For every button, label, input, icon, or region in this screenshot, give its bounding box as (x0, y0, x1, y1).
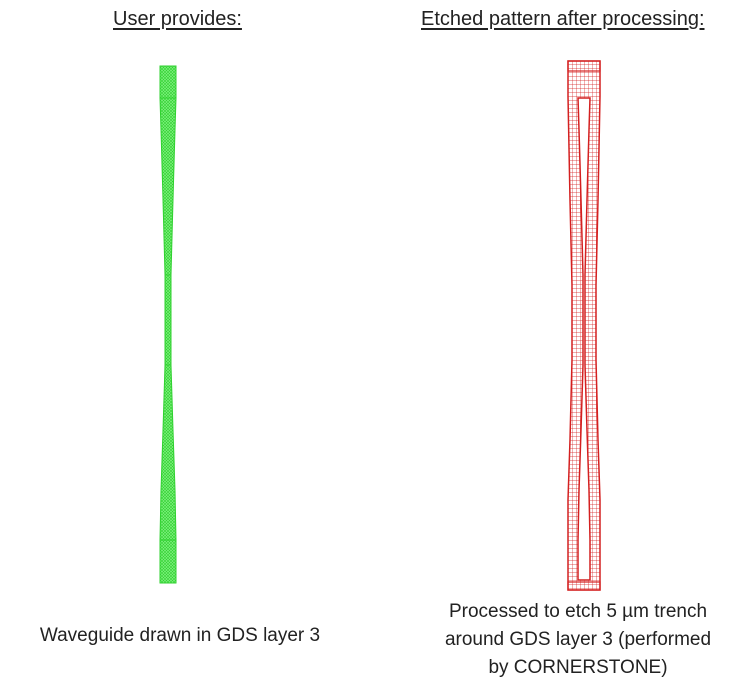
right-panel-heading: Etched pattern after processing: (421, 8, 705, 30)
waveguide-taper-bottom (159, 364, 177, 541)
right-caption-line-2: around GDS layer 3 (performed (444, 629, 712, 650)
waveguide-shape (159, 65, 177, 584)
left-panel-caption: Waveguide drawn in GDS layer 3 (39, 625, 321, 646)
left-panel-heading: User provides: (113, 8, 242, 30)
right-panel-caption: Processed to etch 5 µm trench around GDS… (408, 598, 748, 682)
trench-top-cap (567, 60, 601, 72)
waveguide-bottom-pad (159, 539, 177, 584)
waveguide-narrow-section (164, 274, 172, 366)
trench-bottom-cap (567, 581, 601, 591)
right-caption-line-1: Processed to etch 5 µm trench (448, 601, 708, 622)
waveguide-top-pad (159, 65, 177, 99)
trench-outer-boundary (567, 60, 601, 591)
right-caption-line-3: by CORNERSTONE) (488, 657, 668, 678)
waveguide-taper-top (159, 97, 177, 276)
etched-trench-shape (567, 60, 601, 591)
